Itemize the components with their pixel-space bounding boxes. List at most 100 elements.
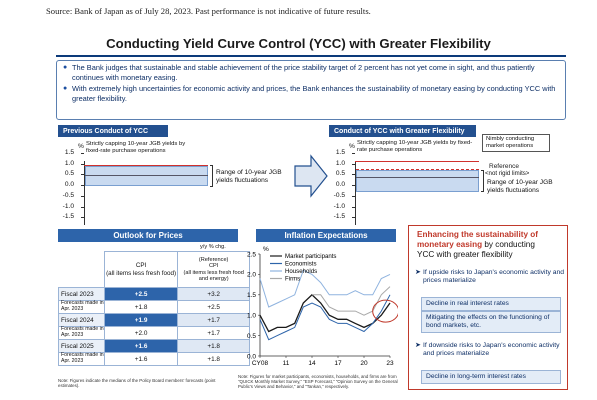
outlook-row-label: Fiscal 2025 [58, 339, 105, 353]
prev-tick-mark [81, 163, 84, 165]
next-ytick: -1.0 [333, 202, 345, 210]
chart-xtick-label: 20 [360, 360, 368, 367]
box-long-rates: Decline in long-term interest rates [421, 370, 561, 384]
prev-cap-line [84, 165, 208, 167]
next-unit: % [349, 143, 355, 150]
outlook-ref-value: +3.2 [177, 287, 250, 301]
source-note: Source: Bank of Japan as of July 28, 202… [46, 6, 371, 16]
outlook-ref-value: +1.7 [177, 326, 250, 340]
next-ytick: -0.5 [333, 191, 345, 199]
prev-y-axis [84, 161, 85, 225]
outlook-row-label: Forecasts made in Apr. 2023 [58, 326, 105, 340]
chart-ytick-label: 1.5 [247, 292, 256, 299]
chart-header: Inflation Expectations [256, 229, 396, 242]
intro-bullet-2: With extremely high uncertainties for ec… [63, 84, 559, 104]
col-ref-header: (Reference) CPI (all items less fresh fo… [177, 251, 250, 288]
chart-xtick-label: CY08 [252, 360, 269, 367]
next-ytick: 1.0 [335, 159, 345, 167]
upside-text: ➤ If upside risks to Japan's economic ac… [415, 269, 565, 286]
next-tick-mark [352, 174, 355, 176]
transition-arrow [294, 154, 328, 198]
outlook-header: Outlook for Prices [58, 229, 238, 242]
next-ytick: 0.5 [335, 170, 345, 178]
outlook-note: Note: Figures indicate the medians of th… [58, 378, 216, 388]
downside-label: If downside risks to Japan's economic ac… [423, 342, 560, 358]
chart-xtick-label: 17 [334, 360, 342, 367]
outlook-row-label: Forecasts made in Apr. 2023 [58, 300, 105, 314]
prev-ytick: -0.5 [62, 191, 74, 199]
prev-ytick: 0.5 [64, 170, 74, 178]
next-y-axis [355, 161, 356, 225]
legend-label: Market participants [285, 253, 336, 260]
enh-line2: monetary easing [417, 240, 483, 249]
chart-xtick-label: 11 [283, 360, 290, 367]
next-range-bracket [481, 170, 484, 192]
legend-label: Firms [285, 276, 300, 283]
col-cpi-sub: (all items less fresh food) [106, 269, 177, 277]
next-cap-note: Strictly capping 10-year JGB yields by f… [357, 140, 473, 153]
next-range-note: Range of 10-year JGB yields fluctuations [487, 179, 553, 194]
next-ycc-header: Conduct of YCC with Greater Flexibility [329, 125, 476, 137]
intro-box: The Bank judges that sustainable and sta… [56, 60, 566, 120]
intro-bullet-1: The Bank judges that sustainable and sta… [63, 63, 559, 83]
outlook-cpi-value: +1.9 [103, 313, 179, 327]
chart-ytick-label: 1.0 [247, 313, 256, 320]
prev-tick-mark [81, 153, 84, 154]
next-tick-mark [352, 217, 355, 219]
title-underline [56, 55, 566, 57]
chart-ytick-label: 2.0 [247, 272, 256, 279]
next-tick-mark [352, 153, 355, 154]
sustainability-box: Enhancing the sustainability of monetary… [408, 225, 568, 390]
upside-arrow-icon: ➤ [415, 269, 421, 276]
prev-tick-mark [81, 206, 84, 208]
next-ycc-panel: % Strictly capping 10-year JGB yields by… [329, 134, 569, 230]
col-ref-sub: (all items less fresh food and energy) [183, 269, 244, 282]
prev-tick-mark [81, 217, 84, 219]
next-tick-mark [352, 206, 355, 208]
outlook-row-label: Fiscal 2023 [58, 287, 105, 301]
outlook-cpi-value: +2.5 [103, 287, 179, 301]
prev-ytick: 1.5 [64, 149, 74, 156]
outlook-ref-value: +1.8 [177, 352, 250, 366]
prev-ytick: -1.0 [62, 202, 74, 210]
chart-series-line [259, 294, 391, 341]
enh-line1: Enhancing the sustainability of [417, 230, 539, 239]
page-title: Conducting Yield Curve Control (YCC) wit… [106, 36, 491, 51]
upside-label: If upside risks to Japan's economic acti… [423, 269, 565, 285]
reference-sub: <not rigid limits> [485, 170, 530, 177]
nimbly-note: Nimbly conducting market operations [482, 134, 550, 152]
outlook-unit: y/y % chg. [200, 244, 226, 250]
next-cap-line [355, 161, 479, 163]
outlook-row-label: Forecasts made in Apr. 2023 [58, 352, 105, 366]
prev-range-note: Range of 10-year JGB yields fluctuations [216, 169, 282, 184]
next-reference-line [356, 169, 479, 170]
prev-range-bracket [210, 165, 213, 187]
prev-ycc-panel: % Strictly capping 10-year JGB yields by… [58, 137, 298, 230]
chart-ytick-label: 2.5 [247, 251, 256, 258]
prev-tick-mark [81, 185, 84, 187]
chart-ytick-label: 0.5 [247, 333, 256, 340]
chart-ytick-label: 0.0 [247, 353, 256, 360]
enh-line4: YCC with greater flexibility [417, 250, 513, 259]
next-ytick: 1.5 [335, 149, 345, 156]
legend-label: Economists [285, 261, 317, 268]
next-tick-mark [352, 195, 355, 197]
chart-y-unit: % [263, 246, 269, 253]
next-ytick: 0.0 [335, 181, 345, 189]
prev-cap-note: Strictly capping 10-year JGB yields by f… [86, 141, 186, 154]
outlook-row: Forecasts made in Apr. 2023 +1.6 +1.8 [58, 352, 250, 366]
outlook-cpi-value: +1.6 [103, 339, 179, 353]
next-zero-line [356, 177, 479, 178]
col-cpi-header: CPI (all items less fresh food) [103, 251, 179, 288]
col-ref2: CPI [209, 263, 219, 270]
chart-series-line [259, 293, 391, 333]
outlook-ref-value: +1.8 [177, 339, 250, 353]
prev-range-band [85, 166, 208, 186]
chart-xtick-label: 23 [386, 360, 394, 367]
outlook-row: Forecasts made in Apr. 2023 +1.8 +2.5 [58, 300, 250, 314]
downside-text: ➤ If downside risks to Japan's economic … [415, 342, 565, 359]
prev-unit: % [78, 143, 84, 150]
reference-note: Reference [489, 163, 519, 170]
col-ref: (Reference) [198, 256, 229, 263]
